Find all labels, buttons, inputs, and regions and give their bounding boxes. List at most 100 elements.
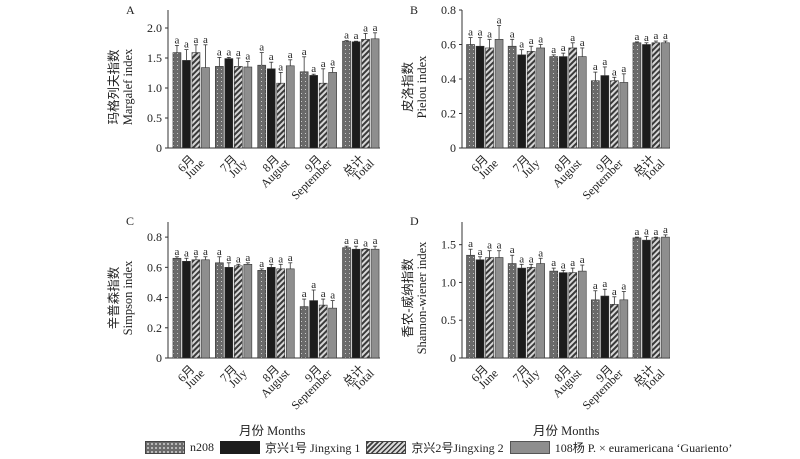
bar-jingxing-2 — [234, 265, 243, 359]
bar-guariento — [577, 56, 587, 149]
significance-label: a — [217, 46, 222, 58]
significance-label: a — [538, 247, 543, 259]
significance-label: a — [278, 61, 283, 73]
bar-jingxing-2 — [191, 52, 201, 149]
significance-label: a — [203, 34, 208, 46]
significance-label: a — [654, 226, 659, 238]
significance-label: a — [580, 37, 585, 49]
significance-label: a — [538, 34, 543, 46]
legend-swatch-solid-black — [220, 441, 260, 454]
y-tick-label: 0.2 — [147, 321, 162, 335]
significance-label: a — [217, 246, 222, 258]
bar-jingxing-2 — [276, 82, 286, 149]
bar-jingxing-2 — [651, 42, 661, 149]
bar-n208 — [342, 40, 351, 149]
significance-label: a — [663, 30, 668, 42]
significance-label: a — [635, 31, 640, 43]
bar-jingxing-2 — [610, 304, 619, 359]
significance-label: a — [593, 280, 598, 292]
significance-label: a — [510, 244, 515, 256]
significance-label: a — [330, 290, 335, 302]
significance-label: a — [245, 252, 250, 264]
bar-jingxing-1 — [266, 267, 276, 359]
panel-D: D00.51.01.5香农-威纳指数 Shannon-wiener index aa… — [400, 214, 670, 412]
y-tick-label: 1.5 — [441, 238, 456, 252]
bar-n208 — [172, 257, 182, 359]
significance-label: a — [593, 61, 598, 73]
bar-jingxing-2 — [276, 268, 286, 359]
bar-guariento — [619, 82, 629, 149]
y-tick-label: 0 — [156, 351, 162, 365]
bar-jingxing-2 — [651, 237, 661, 359]
bar-jingxing-1 — [224, 58, 234, 149]
significance-label: a — [184, 247, 189, 259]
significance-label: a — [551, 44, 556, 56]
bar-jingxing-1 — [600, 295, 610, 359]
bar-jingxing-1 — [182, 260, 191, 359]
significance-label: a — [551, 257, 556, 269]
y-tick-label: 1.0 — [147, 81, 162, 95]
legend-swatch-solid-gray — [509, 441, 550, 454]
legend-label: 京兴2号Jingxing 2 — [411, 441, 504, 455]
panel-letter: B — [410, 3, 418, 17]
bar-guariento — [494, 39, 504, 149]
significance-label: a — [529, 35, 534, 47]
significance-label: a — [330, 57, 335, 69]
significance-label: a — [236, 253, 241, 265]
bar-jingxing-1 — [351, 41, 361, 149]
x-axis-title-right: 月份 Months — [533, 424, 600, 438]
significance-label: a — [311, 63, 316, 75]
y-axis-label-cn: 香农-威纳指数 — [400, 258, 415, 338]
bar-jingxing-1 — [517, 54, 526, 149]
significance-label: a — [602, 278, 607, 290]
bar-n208 — [507, 45, 517, 149]
significance-label: a — [561, 259, 566, 271]
y-axis-label-en: Shannon-wiener index — [415, 241, 429, 355]
bar-jingxing-1 — [182, 60, 191, 149]
bar-jingxing-2 — [568, 272, 578, 359]
bar-guariento — [243, 66, 253, 149]
bar-guariento — [494, 257, 504, 359]
significance-label: a — [373, 235, 378, 247]
significance-label: a — [269, 253, 274, 265]
legend-label: 108杨 P. × euramericana ‘Guariento’ — [554, 441, 733, 455]
legend-item-jingxing2: 京兴2号Jingxing 2 — [366, 439, 504, 456]
significance-label: a — [354, 30, 359, 42]
significance-label: a — [344, 235, 349, 247]
bar-n208 — [215, 66, 224, 149]
bar-guariento — [243, 264, 253, 359]
bar-jingxing-1 — [266, 68, 276, 149]
bar-jingxing-2 — [526, 267, 536, 359]
significance-label: a — [612, 66, 617, 78]
y-axis-label-en: Simpson index — [121, 260, 135, 335]
bar-jingxing-2 — [568, 47, 578, 149]
significance-label: a — [621, 281, 626, 293]
bar-n208 — [299, 306, 309, 359]
y-tick-label: 2.0 — [147, 21, 162, 35]
significance-label: a — [302, 46, 307, 58]
significance-label: a — [654, 30, 659, 42]
bar-guariento — [661, 236, 670, 359]
y-tick-label: 0.5 — [147, 111, 162, 125]
significance-label: a — [194, 246, 199, 258]
bar-n208 — [591, 299, 600, 359]
significance-label: a — [259, 42, 264, 54]
bar-guariento — [370, 38, 380, 149]
y-tick-label: 1.0 — [441, 275, 456, 289]
legend-label: n208 — [190, 440, 214, 454]
significance-label: a — [311, 279, 316, 291]
significance-label: a — [175, 34, 180, 46]
significance-label: a — [529, 253, 534, 265]
bar-jingxing-2 — [318, 82, 328, 149]
y-tick-label: 0 — [450, 351, 456, 365]
significance-label: a — [663, 224, 668, 236]
y-tick-label: 0 — [156, 141, 162, 155]
bar-jingxing-2 — [361, 39, 370, 149]
y-tick-label: 0 — [450, 141, 456, 155]
bar-jingxing-1 — [642, 239, 651, 359]
panel-letter: C — [126, 214, 134, 228]
significance-label: a — [561, 42, 566, 54]
legend-swatch-dots — [145, 441, 185, 454]
